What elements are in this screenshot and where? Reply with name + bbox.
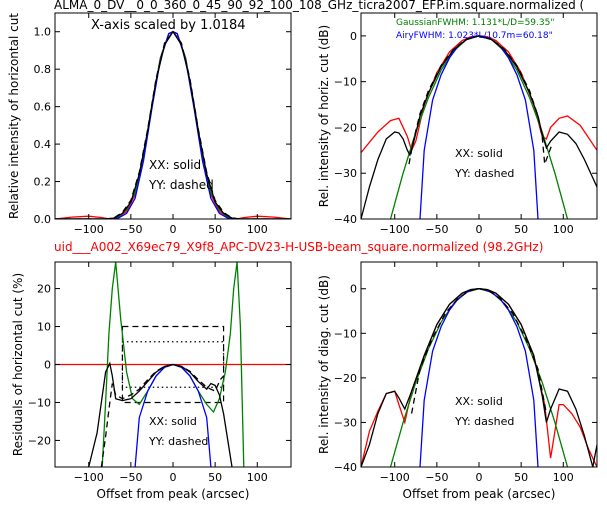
y-tick-label: 0.4	[34, 138, 52, 151]
legend-text-yy: YY: dashed	[454, 415, 514, 428]
series-line-black-dashed	[410, 288, 548, 414]
y-tick-label: 0.8	[34, 63, 52, 76]
x-tick-label: 0	[476, 471, 483, 484]
series-line-red-solid	[361, 35, 597, 154]
fwhm-annotation: GaussianFWHM: 1.131*L/D=59.35"	[396, 18, 554, 28]
axes-frame	[360, 12, 598, 220]
plot-area	[55, 262, 291, 467]
x-tick-label: 0	[476, 223, 483, 236]
figure-title-top: ALMA_0_DV__0_0_360_0_45_90_92_100_108_GH…	[54, 0, 584, 12]
series-line-blue-solid	[419, 35, 539, 219]
x-tick-label: 100	[247, 223, 268, 236]
y-tick-label: −20	[28, 434, 51, 447]
y-axis-label: Relative intensity of horizontal cut	[7, 13, 21, 219]
plot-area	[361, 288, 597, 467]
y-axis-label: Residuals of horizontal cut (%)	[11, 273, 25, 456]
x-tick-label: −50	[119, 471, 142, 484]
y-tick-label: 0.6	[34, 101, 52, 114]
series-line-black-solid	[361, 288, 597, 467]
y-tick-label: −10	[334, 76, 357, 89]
y-tick-label: −30	[334, 167, 357, 180]
x-tick-label: 100	[553, 471, 574, 484]
y-axis-label: Rel. intensity of horiz. cut (dB)	[317, 25, 331, 207]
x-tick-label: −50	[425, 223, 448, 236]
x-tick-label: 50	[208, 223, 222, 236]
x-tick-label: 0	[170, 471, 177, 484]
x-tick-label: 50	[514, 471, 528, 484]
x-tick-label: −50	[119, 223, 142, 236]
chart-top-left: −100 −50 0 50 100 0.0 0.2 0.4 0.6 0.8 1.0 Relative …	[7, 12, 292, 236]
x-tick-label: −100	[74, 223, 104, 236]
y-tick-label: −20	[334, 372, 357, 385]
y-tick-label: −40	[334, 461, 357, 474]
y-tick-label: −30	[334, 416, 357, 429]
legend-text-yy: YY: dashed	[454, 167, 514, 180]
y-tick-label: −20	[334, 121, 357, 134]
x-axis-label: Offset from peak (arcsec)	[403, 487, 556, 501]
x-tick-label: −100	[74, 471, 104, 484]
fwhm-annotation: AiryFWHM: 1.023*L/10.7m=60.18"	[396, 31, 553, 41]
legend-text-xx: XX: solid	[149, 415, 197, 428]
x-axis-label: Offset from peak (arcsec)	[97, 487, 250, 501]
y-tick-label: 0.2	[34, 176, 52, 189]
y-tick-label: −10	[334, 327, 357, 340]
y-tick-label: 10	[37, 321, 51, 334]
series-line-black-dashed	[100, 363, 225, 467]
scale-annotation: X-axis scaled by 1.0184	[91, 18, 246, 33]
axes-frame	[360, 261, 598, 468]
figure-title-mid: uid___A002_X69ec79_X9f8_APC-DV23-H-USB-b…	[54, 240, 543, 254]
y-tick-label: 0	[350, 30, 357, 43]
x-tick-label: −100	[380, 223, 410, 236]
series-line-green-solid	[389, 288, 569, 467]
y-tick-label: 1.0	[34, 26, 52, 39]
x-tick-label: 0	[170, 223, 177, 236]
y-tick-label: 0	[350, 283, 357, 296]
tolerance-box-dashed	[121, 325, 225, 404]
x-tick-label: 50	[208, 471, 222, 484]
x-tick-label: −50	[425, 471, 448, 484]
x-tick-label: 100	[247, 471, 268, 484]
chart-bottom-right: −100 −50 0 50 100 0 −10 −20 −30 −40 Offset from pe…	[317, 261, 598, 501]
series-line-blue-solid	[419, 288, 539, 467]
y-tick-label: 0.0	[34, 213, 52, 226]
y-tick-label: −40	[334, 213, 357, 226]
legend-text-xx: XX: solid	[455, 147, 503, 160]
y-tick-label: −10	[28, 396, 51, 409]
series-line-red-solid	[361, 288, 597, 467]
x-tick-label: 50	[514, 223, 528, 236]
legend-text-xx: XX: solid	[149, 158, 201, 172]
legend-text-yy: YY: dashed	[148, 178, 214, 192]
plot-area	[55, 30, 291, 219]
x-tick-label: −100	[380, 471, 410, 484]
legend-text-yy: YY: dashed	[148, 435, 208, 448]
plot-area	[361, 35, 597, 219]
y-tick-label: 0	[44, 359, 51, 372]
y-axis-label: Rel. intensity of diag. cut (dB)	[317, 275, 331, 454]
series-line-black-solid	[55, 30, 291, 219]
x-tick-label: 100	[553, 223, 574, 236]
series-line-black-solid	[361, 35, 597, 219]
y-tick-label: 20	[37, 283, 51, 296]
legend-text-xx: XX: solid	[455, 395, 503, 408]
